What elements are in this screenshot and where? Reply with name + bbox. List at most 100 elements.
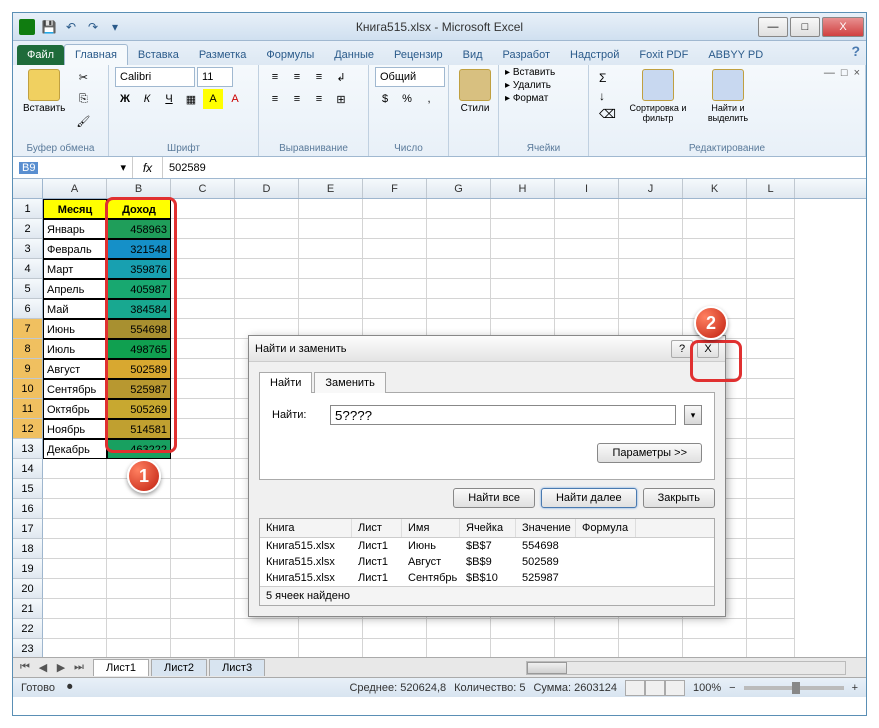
cell-L19[interactable]: [747, 559, 795, 579]
cell-J1[interactable]: [619, 199, 683, 219]
align-left-icon[interactable]: ≡: [265, 89, 285, 109]
cell-A6[interactable]: Май: [43, 299, 107, 319]
cell-B22[interactable]: [107, 619, 171, 639]
cell-G23[interactable]: [427, 639, 491, 657]
column-header-H[interactable]: H: [491, 179, 555, 198]
cell-B10[interactable]: 525987: [107, 379, 171, 399]
cell-B13[interactable]: 463222: [107, 439, 171, 459]
cell-J23[interactable]: [619, 639, 683, 657]
italic-button[interactable]: К: [137, 89, 157, 109]
cell-B12[interactable]: 514581: [107, 419, 171, 439]
cell-A7[interactable]: Июнь: [43, 319, 107, 339]
cell-A17[interactable]: [43, 519, 107, 539]
wrap-icon[interactable]: ↲: [331, 67, 351, 87]
row-header-22[interactable]: 22: [13, 619, 43, 639]
tab-abbyy[interactable]: ABBYY PD: [698, 45, 773, 65]
cell-L3[interactable]: [747, 239, 795, 259]
horizontal-scrollbar[interactable]: [526, 661, 846, 675]
cell-J4[interactable]: [619, 259, 683, 279]
cell-H22[interactable]: [491, 619, 555, 639]
cell-C18[interactable]: [171, 539, 235, 559]
cell-E5[interactable]: [299, 279, 363, 299]
row-header-12[interactable]: 12: [13, 419, 43, 439]
styles-button[interactable]: Стили: [455, 67, 495, 116]
dialog-close-btn[interactable]: Закрыть: [643, 488, 715, 508]
cell-A9[interactable]: Август: [43, 359, 107, 379]
column-header-L[interactable]: L: [747, 179, 795, 198]
cell-C22[interactable]: [171, 619, 235, 639]
cell-A1[interactable]: Месяц: [43, 199, 107, 219]
cell-A8[interactable]: Июль: [43, 339, 107, 359]
cell-C15[interactable]: [171, 479, 235, 499]
cell-L23[interactable]: [747, 639, 795, 657]
cell-L12[interactable]: [747, 419, 795, 439]
cell-A2[interactable]: Январь: [43, 219, 107, 239]
row-header-6[interactable]: 6: [13, 299, 43, 319]
cell-F1[interactable]: [363, 199, 427, 219]
column-header-E[interactable]: E: [299, 179, 363, 198]
cell-K2[interactable]: [683, 219, 747, 239]
cell-K22[interactable]: [683, 619, 747, 639]
close-button[interactable]: X: [822, 17, 864, 37]
cell-L2[interactable]: [747, 219, 795, 239]
row-header-8[interactable]: 8: [13, 339, 43, 359]
cell-D22[interactable]: [235, 619, 299, 639]
cell-E3[interactable]: [299, 239, 363, 259]
undo-icon[interactable]: ↶: [61, 17, 81, 37]
sheet-tab-2[interactable]: Лист2: [151, 659, 207, 676]
result-row[interactable]: Книга515.xlsxЛист1Июнь$B$7554698: [260, 538, 714, 554]
cell-E22[interactable]: [299, 619, 363, 639]
cell-E1[interactable]: [299, 199, 363, 219]
row-header-21[interactable]: 21: [13, 599, 43, 619]
redo-icon[interactable]: ↷: [83, 17, 103, 37]
cell-D4[interactable]: [235, 259, 299, 279]
cell-A15[interactable]: [43, 479, 107, 499]
row-header-11[interactable]: 11: [13, 399, 43, 419]
font-size-select[interactable]: [197, 67, 233, 87]
cell-A16[interactable]: [43, 499, 107, 519]
cell-K5[interactable]: [683, 279, 747, 299]
copy-icon[interactable]: ⎘: [73, 89, 93, 109]
params-button[interactable]: Параметры >>: [597, 443, 702, 463]
column-header-A[interactable]: A: [43, 179, 107, 198]
border-icon[interactable]: ▦: [181, 89, 201, 109]
dialog-titlebar[interactable]: Найти и заменить ? X: [249, 336, 725, 362]
dialog-tab-replace[interactable]: Заменить: [314, 372, 385, 393]
cell-G22[interactable]: [427, 619, 491, 639]
column-header-I[interactable]: I: [555, 179, 619, 198]
cell-B16[interactable]: [107, 499, 171, 519]
find-select-button[interactable]: Найти и выделить: [696, 67, 760, 125]
cut-icon[interactable]: ✂: [73, 67, 93, 87]
qat-dropdown-icon[interactable]: ▾: [105, 17, 125, 37]
tab-foxit[interactable]: Foxit PDF: [629, 45, 698, 65]
tab-home[interactable]: Главная: [64, 44, 128, 65]
cell-I4[interactable]: [555, 259, 619, 279]
cell-K3[interactable]: [683, 239, 747, 259]
cell-B8[interactable]: 498765: [107, 339, 171, 359]
result-header[interactable]: Имя: [402, 519, 460, 537]
select-all-corner[interactable]: [13, 179, 43, 198]
tab-view[interactable]: Вид: [453, 45, 493, 65]
column-header-B[interactable]: B: [107, 179, 171, 198]
row-header-2[interactable]: 2: [13, 219, 43, 239]
row-header-10[interactable]: 10: [13, 379, 43, 399]
cell-H2[interactable]: [491, 219, 555, 239]
align-mid-icon[interactable]: ≡: [287, 67, 307, 87]
cell-A21[interactable]: [43, 599, 107, 619]
cell-L9[interactable]: [747, 359, 795, 379]
cell-C17[interactable]: [171, 519, 235, 539]
cell-L1[interactable]: [747, 199, 795, 219]
row-header-4[interactable]: 4: [13, 259, 43, 279]
find-all-button[interactable]: Найти все: [453, 488, 535, 508]
cell-F22[interactable]: [363, 619, 427, 639]
doc-close-icon[interactable]: ×: [854, 67, 860, 79]
cell-A13[interactable]: Декабрь: [43, 439, 107, 459]
name-box-dropdown-icon[interactable]: ▾: [120, 161, 126, 174]
row-header-19[interactable]: 19: [13, 559, 43, 579]
cell-D5[interactable]: [235, 279, 299, 299]
column-header-C[interactable]: C: [171, 179, 235, 198]
cell-I6[interactable]: [555, 299, 619, 319]
cell-C3[interactable]: [171, 239, 235, 259]
cell-H1[interactable]: [491, 199, 555, 219]
cell-L6[interactable]: [747, 299, 795, 319]
